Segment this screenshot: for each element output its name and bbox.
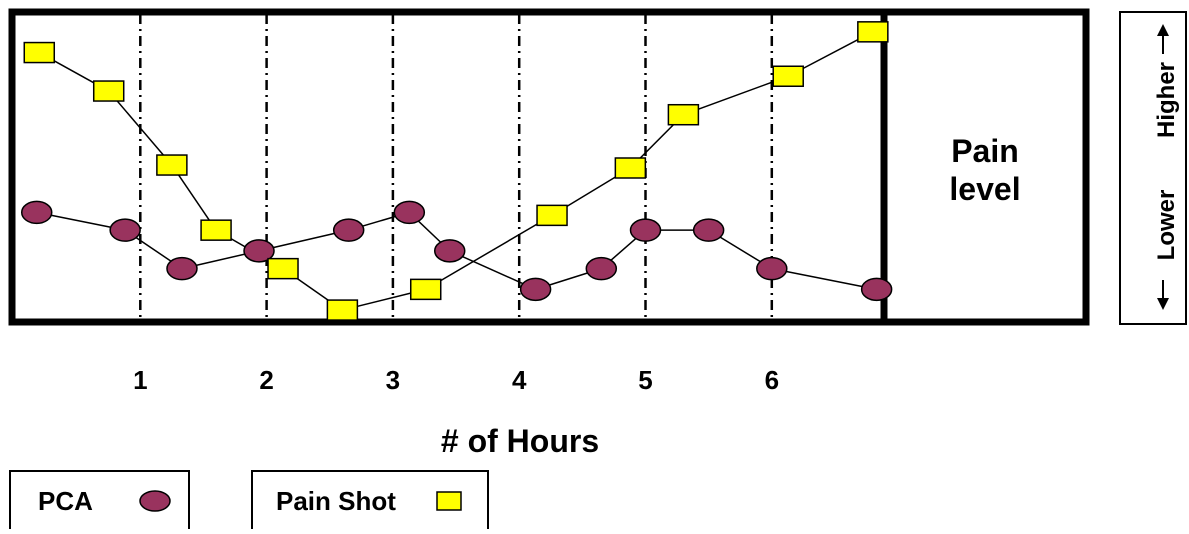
pca-marker (629, 218, 662, 242)
pca-marker (860, 277, 893, 302)
pca-marker (332, 218, 365, 242)
x-tick-label: 5 (638, 365, 652, 395)
x-tick-label: 1 (133, 365, 147, 395)
series-markers (20, 21, 893, 321)
x-tick-label: 6 (765, 365, 779, 395)
pain-shot-marker (772, 65, 804, 87)
legend-pca-marker (139, 490, 171, 512)
pain-shot-marker (409, 278, 442, 301)
pain-shot-marker (200, 219, 232, 241)
pain-shot-marker (23, 41, 56, 64)
pain-shot-marker (667, 103, 700, 126)
scale-lower-label: Lower (1153, 190, 1180, 261)
pca-marker (519, 277, 552, 302)
pain-shot-marker (156, 154, 188, 176)
series-segment-pain-shot (683, 75, 789, 116)
pca-marker (243, 239, 275, 263)
pca-marker (20, 200, 53, 225)
legend-pain-shot-label: Pain Shot (276, 486, 396, 516)
pca-marker (393, 200, 426, 225)
series-segment-pca (771, 267, 877, 291)
pca-marker (433, 239, 466, 263)
pca-marker (585, 256, 618, 281)
pain-shot-marker (536, 204, 568, 227)
pca-marker (166, 256, 198, 281)
series-segment-pain-shot (425, 214, 553, 291)
pca-marker (109, 218, 141, 242)
x-tick-labels: 1 2 3 4 5 6 (133, 365, 779, 395)
series-segment-pca (449, 250, 536, 291)
series-segment-pain-shot (171, 164, 217, 231)
pain-shot-marker (326, 299, 359, 321)
x-tick-label: 3 (386, 365, 400, 395)
series-segment-pain-shot (108, 90, 173, 166)
scale-arrow (1157, 24, 1169, 310)
hour-gridlines (139, 14, 774, 320)
pain-shot-marker (267, 257, 299, 280)
legend-pca: PCA (9, 470, 190, 532)
pain-shot-marker (92, 80, 125, 102)
pain-shot-marker (614, 157, 647, 179)
legend-pca-label: PCA (38, 486, 93, 516)
pca-marker (756, 256, 788, 281)
pain-level-panel (880, 8, 1090, 326)
pain-level-label-line1: Pain level (949, 133, 1020, 207)
pca-marker (692, 218, 725, 242)
pain-shot-marker (857, 21, 889, 43)
scale-higher-label: Higher (1153, 62, 1180, 138)
legend-pain-shot: Pain Shot (251, 470, 489, 532)
scale-box (1119, 11, 1187, 325)
legend-pain-shot-marker (436, 491, 462, 511)
arrow-up-icon (1157, 24, 1169, 36)
x-axis-label: # of Hours (441, 423, 599, 459)
x-tick-label: 4 (512, 365, 527, 395)
x-tick-label: 2 (259, 365, 273, 395)
arrow-down-icon (1157, 298, 1169, 310)
